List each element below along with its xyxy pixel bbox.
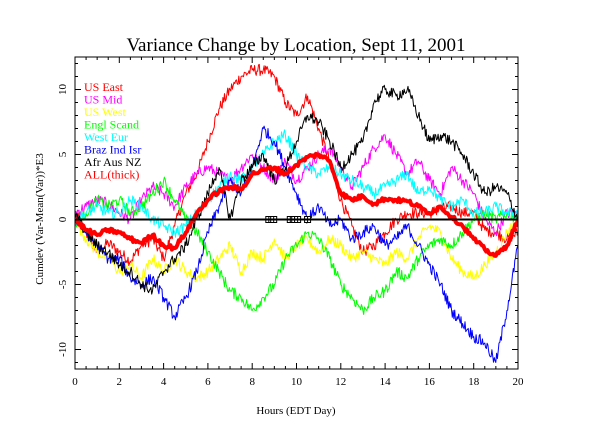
legend-label: Afr Aus NZ — [84, 155, 141, 169]
x-tick-label: 10 — [291, 376, 303, 388]
x-tick-label: 14 — [380, 376, 392, 388]
legend-label: Braz Ind Isr — [84, 143, 141, 157]
legend-label: ALL(thick) — [84, 168, 139, 182]
x-tick-label: 4 — [161, 376, 167, 388]
y-tick-label: 10 — [57, 84, 69, 96]
y-axis-label: Cumdev (Var-Mean(Var))*E3 — [34, 153, 46, 285]
y-tick-label: 5 — [57, 151, 69, 157]
chart-title: Variance Change by Location, Sept 11, 20… — [126, 35, 465, 56]
y-tick-label: -5 — [57, 279, 69, 289]
legend-label: Engl Scand — [84, 118, 139, 132]
legend-label: West Eur — [84, 130, 128, 144]
plot-frame — [74, 56, 519, 370]
x-tick-label: 12 — [335, 376, 346, 388]
series-line-all-thick — [75, 151, 518, 258]
series-line-us-east — [75, 63, 518, 267]
y-tick-label: 0 — [57, 216, 69, 222]
x-tick-label: 6 — [205, 376, 211, 388]
y-tick-label: -10 — [57, 342, 69, 357]
x-axis-label: Hours (EDT Day) — [256, 405, 336, 417]
series-line-engl-scand — [75, 176, 518, 315]
series-line-west-eur — [75, 129, 518, 238]
x-tick-label: 20 — [513, 376, 525, 388]
x-tick-label: 2 — [117, 376, 123, 388]
axes-layer: 0 2 4 6 8 10 12 14 16 18 20 -10 -5 0 5 10 — [57, 56, 525, 388]
legend-label: US East — [84, 80, 124, 94]
legend-label: US West — [84, 105, 126, 119]
series-line-afr-aus-nz — [75, 84, 518, 295]
x-tick-label: 18 — [468, 376, 480, 388]
x-tick-label: 8 — [249, 376, 255, 388]
series-line-braz-ind-isr — [75, 125, 518, 363]
series-line-us-mid — [75, 134, 518, 237]
legend-label: US Mid — [84, 93, 122, 107]
series-line-us-west — [75, 216, 518, 283]
x-tick-label: 0 — [72, 376, 78, 388]
series-layer — [75, 63, 518, 363]
x-tick-label: 16 — [424, 376, 436, 388]
